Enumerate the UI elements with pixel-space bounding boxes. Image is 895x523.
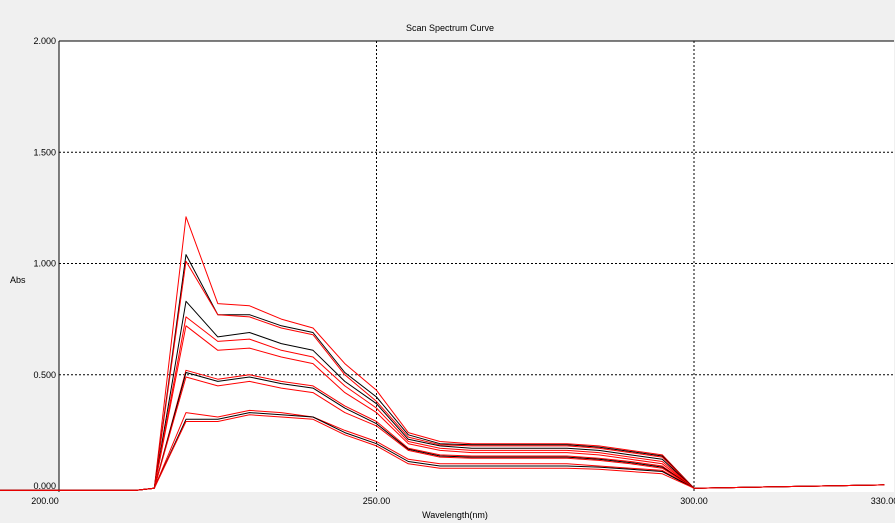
- x-tick-label: 330.00: [871, 496, 895, 506]
- x-axis-label: Wavelength(nm): [422, 510, 488, 520]
- y-tick-label: 0.000: [33, 481, 56, 491]
- chart-title: Scan Spectrum Curve: [406, 23, 494, 33]
- y-tick-label: 1.500: [33, 147, 56, 157]
- x-tick-label: 300.00: [680, 496, 708, 506]
- y-axis-label: Abs: [10, 275, 26, 285]
- x-tick-label: 250.00: [363, 496, 391, 506]
- y-tick-label: 0.500: [33, 370, 56, 380]
- y-tick-label: 1.000: [33, 259, 56, 269]
- x-tick-label: 200.00: [31, 496, 59, 506]
- y-tick-label: 2.000: [33, 36, 56, 46]
